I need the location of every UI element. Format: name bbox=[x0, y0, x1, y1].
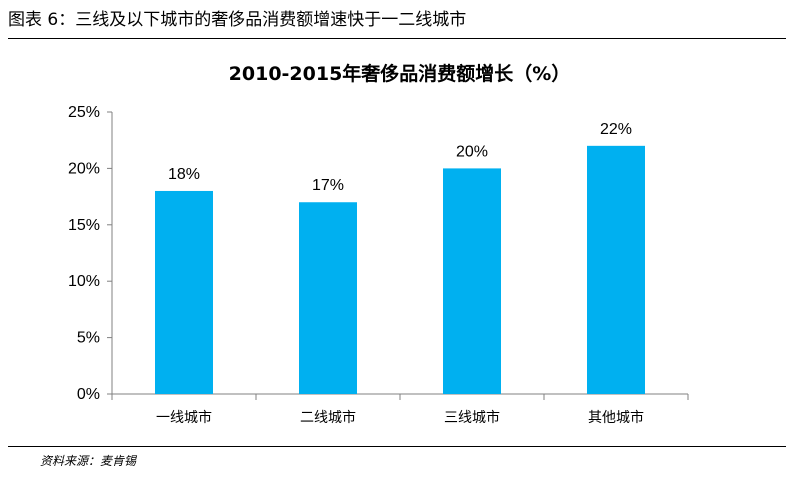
bar bbox=[443, 168, 501, 394]
y-tick-label: 25% bbox=[68, 104, 100, 121]
source-note: 资料来源：麦肯锡 bbox=[40, 454, 137, 468]
chart-title: 2010-2015年奢侈品消费额增长（%） bbox=[228, 63, 571, 85]
bar-value-label: 18% bbox=[168, 166, 200, 183]
footer-divider bbox=[8, 446, 786, 447]
x-category-label: 其他城市 bbox=[588, 409, 644, 426]
y-tick-label: 5% bbox=[77, 330, 100, 347]
y-tick-label: 20% bbox=[68, 160, 100, 177]
x-category-label: 一线城市 bbox=[156, 409, 212, 426]
bar-value-label: 22% bbox=[600, 121, 632, 138]
bar-value-label: 17% bbox=[312, 177, 344, 194]
figure-title: 图表 6：三线及以下城市的奢侈品消费额增速快于一二线城市 bbox=[8, 10, 467, 30]
bar bbox=[587, 145, 645, 394]
y-tick-label: 15% bbox=[68, 217, 100, 234]
x-category-label: 二线城市 bbox=[300, 409, 356, 426]
x-category-label: 三线城市 bbox=[444, 409, 500, 426]
y-tick-label: 10% bbox=[68, 273, 100, 290]
bar bbox=[155, 190, 213, 394]
header-divider bbox=[8, 38, 786, 39]
bar-value-label: 20% bbox=[456, 143, 488, 160]
bar bbox=[299, 202, 357, 394]
y-tick-label: 0% bbox=[77, 386, 100, 403]
